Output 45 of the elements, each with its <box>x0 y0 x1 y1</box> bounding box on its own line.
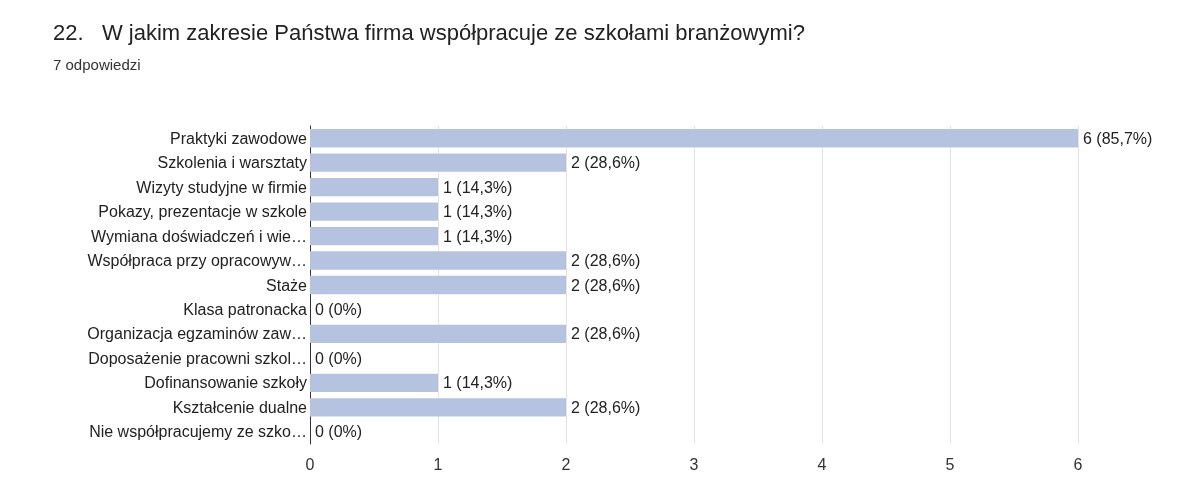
x-tick-label: 6 <box>1073 455 1083 473</box>
data-label: 1 (14,3%) <box>443 374 513 392</box>
data-label: 0 (0%) <box>315 349 363 367</box>
x-tick-label: 2 <box>561 455 571 473</box>
y-tick-label: Szkolenia i warsztaty <box>157 154 307 172</box>
data-label: 1 (14,3%) <box>443 178 513 196</box>
y-tick-label: Wizyty studyjne w firmie <box>136 178 308 196</box>
y-tick-label: Nie współpracujemy ze szko… <box>89 423 307 441</box>
y-tick-label: Praktyki zawodowe <box>170 129 308 147</box>
y-tick-label: Organizacja egzaminów zaw… <box>87 325 307 343</box>
data-label: 0 (0%) <box>315 423 363 441</box>
bar <box>310 251 566 270</box>
y-tick-label: Pokazy, prezentacje w szkole <box>98 203 308 221</box>
y-tick-label: Staże <box>266 276 308 294</box>
y-tick-label: Doposażenie pracowni szkol… <box>88 349 307 367</box>
data-label: 2 (28,6%) <box>571 154 641 172</box>
chart-title: 22. W jakim zakresie Państwa firma współpracuje ze szkołami branżowymi? <box>53 19 805 45</box>
data-label: 2 (28,6%) <box>571 398 641 416</box>
data-label: 0 (0%) <box>315 300 363 318</box>
data-label: 2 (28,6%) <box>571 325 641 343</box>
data-label: 2 (28,6%) <box>571 252 641 270</box>
bar <box>310 373 438 393</box>
x-tick-label: 4 <box>817 455 827 473</box>
bar <box>310 324 566 344</box>
bar <box>310 226 438 246</box>
bar <box>310 275 566 295</box>
bar <box>310 202 438 221</box>
bar <box>310 398 566 417</box>
x-tick-label: 5 <box>945 455 955 473</box>
data-label: 1 (14,3%) <box>443 227 513 245</box>
bar <box>310 153 566 172</box>
x-tick-label: 3 <box>689 455 699 473</box>
bar <box>310 129 1078 148</box>
bar <box>310 177 438 197</box>
y-tick-label: Kształcenie dualne <box>172 398 308 416</box>
y-tick-label: Wymiana doświadczeń i wie… <box>91 227 307 245</box>
data-label: 2 (28,6%) <box>571 276 641 294</box>
y-tick-label: Współpraca przy opracowyw… <box>87 252 307 270</box>
y-tick-label: Klasa patronacka <box>183 300 308 318</box>
data-label: 6 (85,7%) <box>1083 129 1153 147</box>
x-tick-label: 1 <box>433 455 443 473</box>
text: 7 odpowiedzi <box>53 56 141 73</box>
x-tick-label: 0 <box>305 455 315 473</box>
data-label: 1 (14,3%) <box>443 203 513 221</box>
y-tick-label: Dofinansowanie szkoły <box>144 374 307 392</box>
